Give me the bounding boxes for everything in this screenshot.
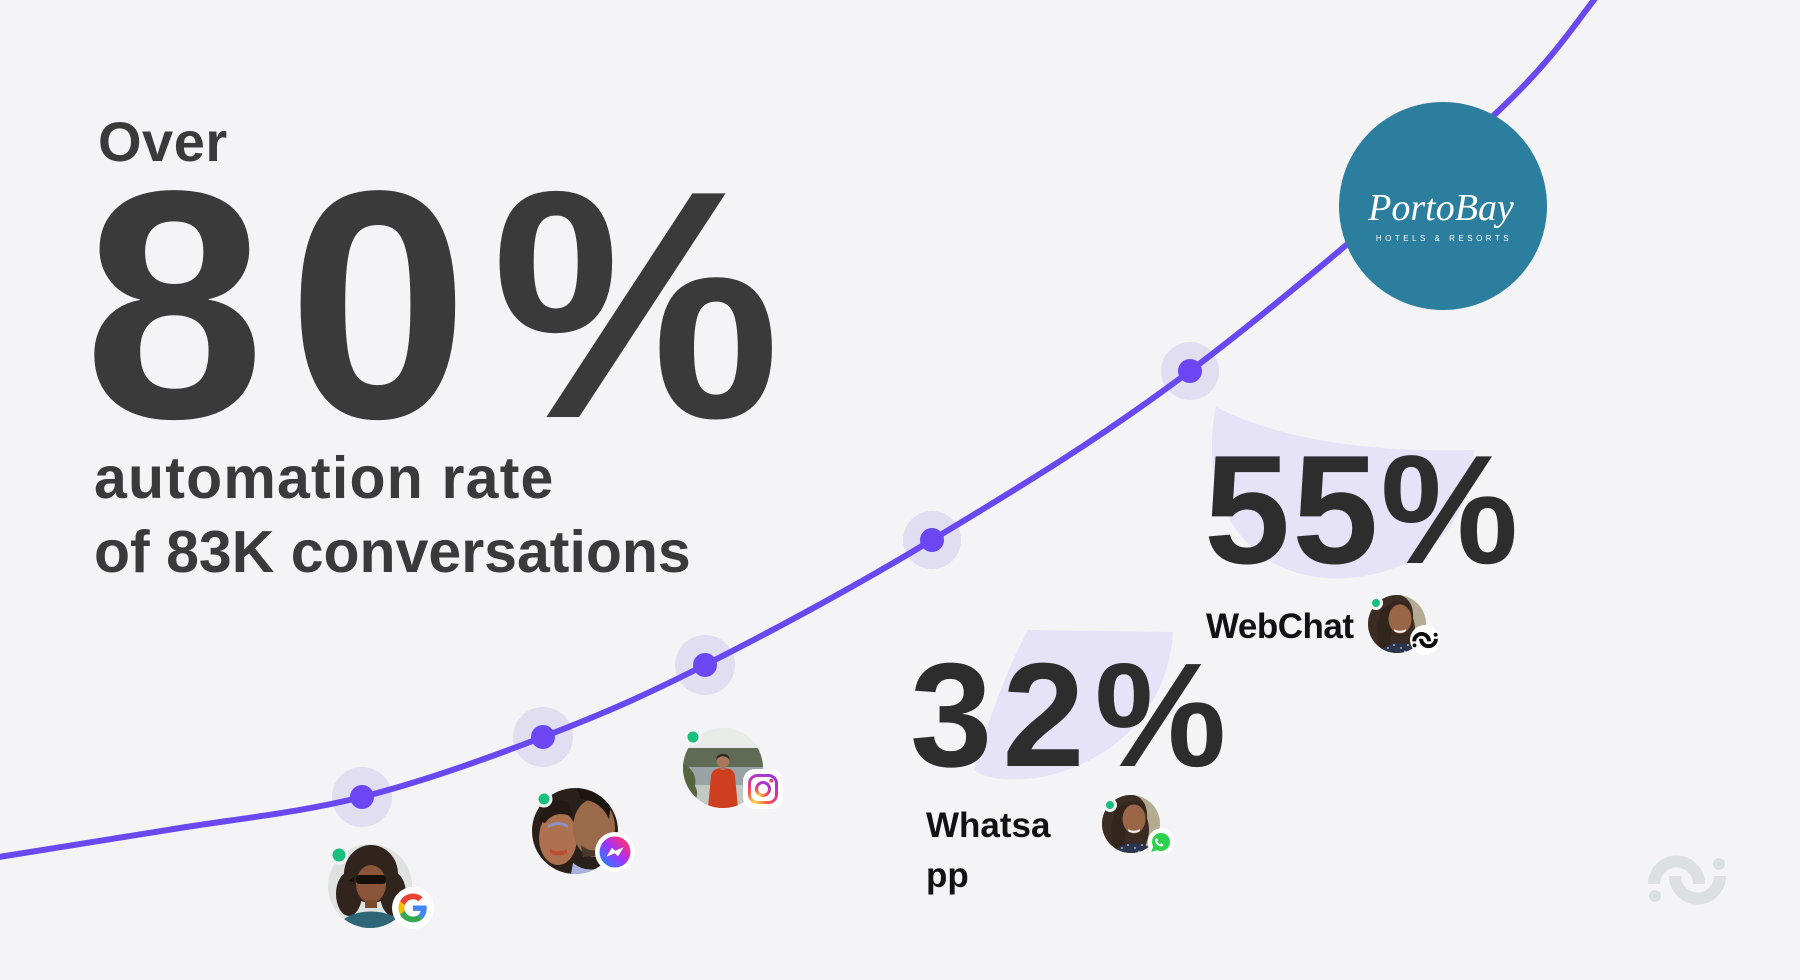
svg-text:HOTELS & RESORTS: HOTELS & RESORTS: [1376, 234, 1512, 243]
svg-text:PortoBay: PortoBay: [1367, 187, 1514, 229]
